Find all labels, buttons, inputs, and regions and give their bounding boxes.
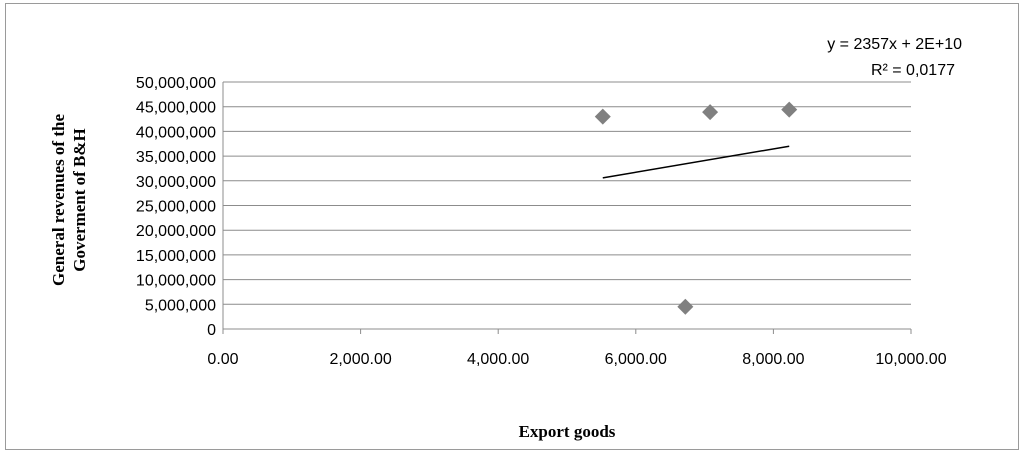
trendline-equation: y = 2357x + 2E+10: [827, 36, 962, 53]
y-tick-labels: 0 5,000,000 10,000,000 15,000,000 20,000,000…: [136, 75, 216, 339]
x-axis-title: Export goods: [519, 422, 616, 441]
y-tick-label: 35,000,000: [136, 149, 216, 166]
y-axis-title-line-2: Goverment of B&H: [70, 128, 89, 272]
y-tick-label: 0: [207, 322, 216, 339]
chart-frame: [5, 3, 1019, 450]
x-tick-label: 4,000.00: [467, 351, 529, 368]
y-tick-label: 5,000,000: [145, 297, 216, 314]
axes: [222, 82, 912, 334]
x-tick-label: 6,000.00: [605, 351, 667, 368]
data-point-2: [702, 104, 719, 121]
x-tick-label: 0.00: [207, 351, 238, 368]
data-point-1: [677, 298, 694, 315]
trendline-group: [602, 145, 790, 179]
y-tick-label: 10,000,000: [136, 273, 216, 290]
y-tick-label: 45,000,000: [136, 100, 216, 117]
x-tick-label: 2,000.00: [329, 351, 391, 368]
x-tick-label: 10,000.00: [875, 351, 946, 368]
data-points: [594, 101, 798, 315]
y-tick-label: 25,000,000: [136, 199, 216, 216]
y-tick-label: 30,000,000: [136, 174, 216, 191]
y-tick-label: 50,000,000: [136, 75, 216, 92]
y-axis-title-line-1: General revenues of the: [49, 114, 68, 286]
gridlines: [223, 81, 911, 305]
y-tick-label: 15,000,000: [136, 248, 216, 265]
data-point-3: [781, 101, 798, 118]
x-tick-labels: 0.00 2,000.00 4,000.00 6,000.00 8,000.00 10,0…: [207, 351, 946, 368]
trendline: [602, 145, 790, 179]
x-tick-label: 8,000.00: [742, 351, 804, 368]
r-squared-label: R² = 0,0177: [871, 62, 955, 79]
y-tick-label: 20,000,000: [136, 223, 216, 240]
y-tick-label: 40,000,000: [136, 124, 216, 141]
data-point-0: [594, 108, 611, 125]
